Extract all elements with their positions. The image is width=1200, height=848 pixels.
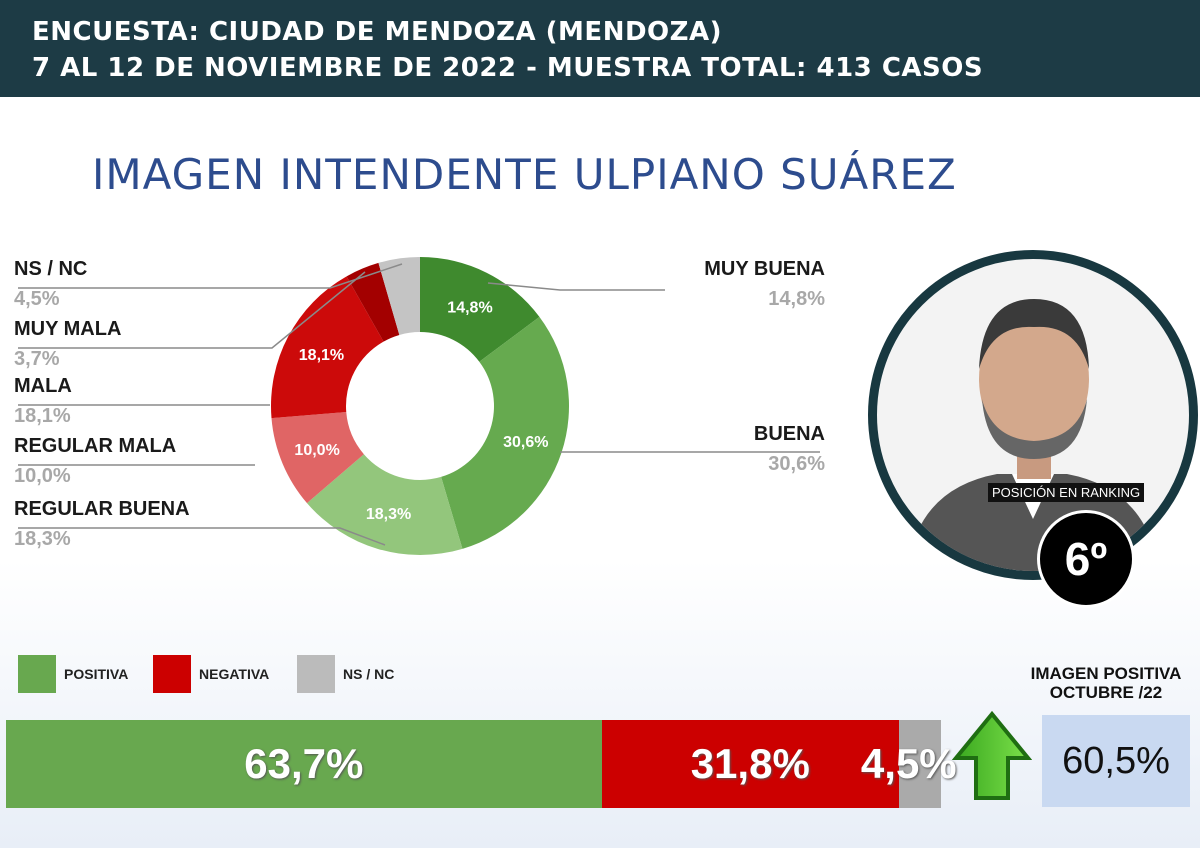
slice-data-label: 14,8% bbox=[447, 299, 492, 316]
leader-line bbox=[18, 527, 386, 546]
category-label: MALA bbox=[14, 375, 72, 397]
header-banner: ENCUESTA: CIUDAD DE MENDOZA (MENDOZA) 7 … bbox=[0, 0, 1200, 97]
person-silhouette-icon bbox=[907, 299, 1159, 571]
legend-positiva: POSITIVA bbox=[18, 655, 128, 693]
leader-line bbox=[487, 282, 665, 291]
ranking-badge: 6º bbox=[1037, 510, 1135, 608]
category-label: MUY BUENA bbox=[704, 258, 825, 280]
slice-data-label: 30,6% bbox=[503, 434, 548, 451]
leader-line bbox=[18, 271, 366, 349]
comparison-label: IMAGEN POSITIVA OCTUBRE /22 bbox=[1030, 664, 1182, 702]
legend-negativa: NEGATIVA bbox=[153, 655, 269, 693]
bar-segment-positiva: 63,7% bbox=[6, 720, 602, 808]
legend-nsnc: NS / NC bbox=[297, 655, 394, 693]
survey-title: ENCUESTA: CIUDAD DE MENDOZA (MENDOZA) bbox=[32, 17, 722, 47]
category-label: MUY MALA bbox=[14, 318, 122, 340]
profile-photo bbox=[868, 250, 1198, 580]
previous-positive-value: 60,5% bbox=[1042, 715, 1190, 807]
donut-slice-buena bbox=[441, 316, 569, 549]
survey-details: 7 AL 12 DE NOVIEMBRE DE 2022 - MUESTRA T… bbox=[32, 53, 984, 83]
category-label: BUENA bbox=[753, 423, 825, 445]
category-label: NS / NC bbox=[14, 258, 88, 280]
category-value: 18,3% bbox=[14, 528, 71, 550]
donut-slice-regular-mala bbox=[271, 412, 364, 504]
category-value: 3,7% bbox=[14, 348, 60, 370]
category-value: 4,5% bbox=[14, 288, 60, 310]
donut-slice-muy-mala bbox=[346, 262, 400, 342]
category-value: 18,1% bbox=[14, 405, 71, 427]
ranking-label: POSICIÓN EN RANKING bbox=[988, 483, 1145, 502]
category-value: 10,0% bbox=[14, 465, 71, 487]
bar-segment-ns-nc: 4,5% bbox=[861, 720, 957, 808]
slice-data-label: 18,3% bbox=[366, 506, 411, 523]
category-value: 30,6% bbox=[768, 453, 825, 475]
category-label: REGULAR MALA bbox=[14, 435, 177, 457]
donut-slice-ns-nc bbox=[378, 257, 420, 335]
leader-line bbox=[18, 263, 403, 289]
donut-slice-muy-buena bbox=[420, 257, 540, 362]
chart-title: IMAGEN INTENDENTE ULPIANO SUÁREZ bbox=[92, 150, 957, 199]
slice-data-label: 10,0% bbox=[294, 442, 339, 459]
category-value: 14,8% bbox=[768, 288, 825, 310]
category-label: REGULAR BUENA bbox=[14, 498, 190, 520]
up-arrow-icon bbox=[952, 710, 1032, 800]
donut-slice-mala bbox=[271, 276, 384, 419]
bar-segment-negativa: 31,8% bbox=[601, 720, 899, 808]
slice-data-label: 18,1% bbox=[299, 347, 344, 364]
